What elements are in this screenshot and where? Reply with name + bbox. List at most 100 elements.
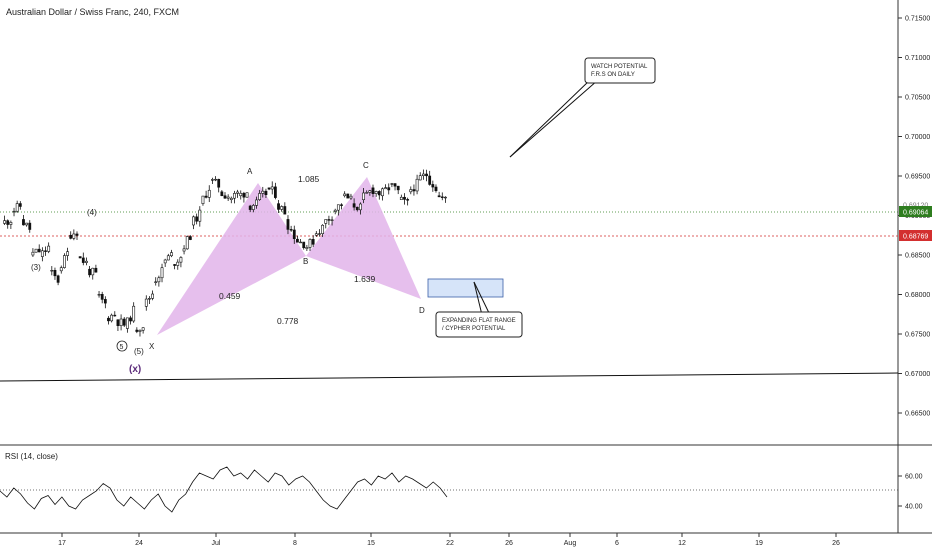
candle-body[interactable]: [18, 203, 22, 207]
candle-body[interactable]: [321, 224, 325, 234]
candle-body[interactable]: [135, 329, 139, 332]
candle-body[interactable]: [144, 298, 148, 307]
candle-body[interactable]: [154, 281, 158, 283]
candle-body[interactable]: [362, 192, 365, 200]
candle-body[interactable]: [103, 299, 107, 304]
target-zone[interactable]: [427, 278, 504, 298]
candle-body[interactable]: [384, 187, 387, 190]
candle-body[interactable]: [141, 327, 145, 331]
candle-body[interactable]: [270, 186, 274, 190]
candle-body[interactable]: [125, 317, 129, 329]
candle-body[interactable]: [166, 255, 170, 261]
candle-body[interactable]: [371, 187, 375, 194]
candle-body[interactable]: [409, 189, 413, 193]
candle-body[interactable]: [85, 260, 88, 263]
candle-body[interactable]: [100, 294, 104, 300]
candle-body[interactable]: [437, 195, 441, 198]
time-axis[interactable]: 17 24 Jul 8 15 22 26 Aug 6 12 19 26: [58, 533, 840, 547]
candle-body[interactable]: [343, 193, 347, 197]
candle-body[interactable]: [242, 192, 246, 198]
candle-body[interactable]: [157, 277, 161, 283]
candle-body[interactable]: [170, 252, 173, 257]
candle-body[interactable]: [179, 257, 183, 263]
candle-body[interactable]: [72, 233, 76, 239]
candle-body[interactable]: [97, 294, 101, 296]
candle-body[interactable]: [428, 175, 432, 185]
candle-body[interactable]: [176, 261, 180, 266]
candle-body[interactable]: [444, 196, 447, 199]
candle-body[interactable]: [283, 206, 287, 215]
callout-bottom-box[interactable]: [435, 311, 523, 338]
candle-body[interactable]: [192, 216, 195, 226]
candle-body[interactable]: [56, 275, 60, 283]
candle-body[interactable]: [324, 219, 328, 224]
candle-body[interactable]: [434, 186, 438, 192]
candle-body[interactable]: [229, 197, 233, 200]
candle-body[interactable]: [9, 222, 13, 225]
candle-body[interactable]: [122, 318, 126, 326]
candle-body[interactable]: [406, 199, 410, 201]
candle-body[interactable]: [340, 204, 343, 206]
candle-body[interactable]: [160, 267, 164, 279]
candle-body[interactable]: [264, 190, 268, 196]
candle-body[interactable]: [330, 219, 334, 221]
candle-body[interactable]: [107, 317, 110, 322]
candle-body[interactable]: [236, 191, 239, 194]
candle-body[interactable]: [314, 233, 318, 236]
candle-body[interactable]: [403, 196, 406, 200]
candle-body[interactable]: [188, 236, 192, 240]
candles-series[interactable]: [3, 169, 447, 337]
candle-body[interactable]: [318, 233, 321, 235]
candle-body[interactable]: [138, 329, 142, 332]
candle-body[interactable]: [6, 220, 10, 225]
candle-body[interactable]: [299, 241, 302, 244]
candle-body[interactable]: [412, 189, 416, 192]
candle-body[interactable]: [381, 188, 384, 197]
candle-body[interactable]: [267, 187, 271, 190]
candle-body[interactable]: [88, 268, 91, 276]
candle-body[interactable]: [431, 184, 435, 188]
candle-body[interactable]: [214, 178, 217, 181]
candle-body[interactable]: [440, 196, 444, 198]
candle-body[interactable]: [15, 203, 19, 212]
candle-body[interactable]: [91, 267, 95, 276]
candle-body[interactable]: [44, 250, 47, 252]
candle-body[interactable]: [368, 190, 372, 193]
candle-body[interactable]: [280, 206, 284, 210]
candle-body[interactable]: [226, 196, 230, 199]
candle-body[interactable]: [116, 319, 120, 327]
candle-body[interactable]: [245, 192, 249, 198]
candle-body[interactable]: [425, 173, 428, 177]
candle-body[interactable]: [47, 245, 51, 252]
candle-body[interactable]: [148, 298, 151, 300]
candle-body[interactable]: [3, 220, 6, 224]
candle-body[interactable]: [277, 203, 280, 210]
candle-body[interactable]: [349, 195, 353, 199]
candle-body[interactable]: [25, 222, 29, 226]
candle-body[interactable]: [201, 195, 205, 204]
candle-body[interactable]: [207, 189, 211, 198]
candle-body[interactable]: [75, 233, 79, 236]
candle-body[interactable]: [63, 255, 66, 268]
candle-body[interactable]: [308, 239, 312, 248]
candle-body[interactable]: [110, 314, 114, 322]
candle-body[interactable]: [28, 222, 32, 230]
candle-body[interactable]: [415, 178, 419, 192]
callout-top-box[interactable]: [584, 57, 656, 84]
candle-body[interactable]: [305, 247, 309, 249]
candle-body[interactable]: [377, 191, 381, 196]
candle-body[interactable]: [387, 187, 391, 191]
candle-body[interactable]: [289, 229, 293, 231]
candle-body[interactable]: [390, 183, 394, 185]
candle-body[interactable]: [132, 305, 136, 322]
candle-body[interactable]: [129, 317, 132, 322]
candle-body[interactable]: [399, 196, 403, 201]
candle-body[interactable]: [217, 178, 221, 188]
candle-body[interactable]: [365, 192, 369, 194]
rsi-line[interactable]: [0, 466, 448, 513]
candle-body[interactable]: [37, 248, 41, 253]
candle-body[interactable]: [336, 204, 340, 211]
candle-body[interactable]: [22, 219, 25, 226]
candle-body[interactable]: [248, 205, 252, 210]
